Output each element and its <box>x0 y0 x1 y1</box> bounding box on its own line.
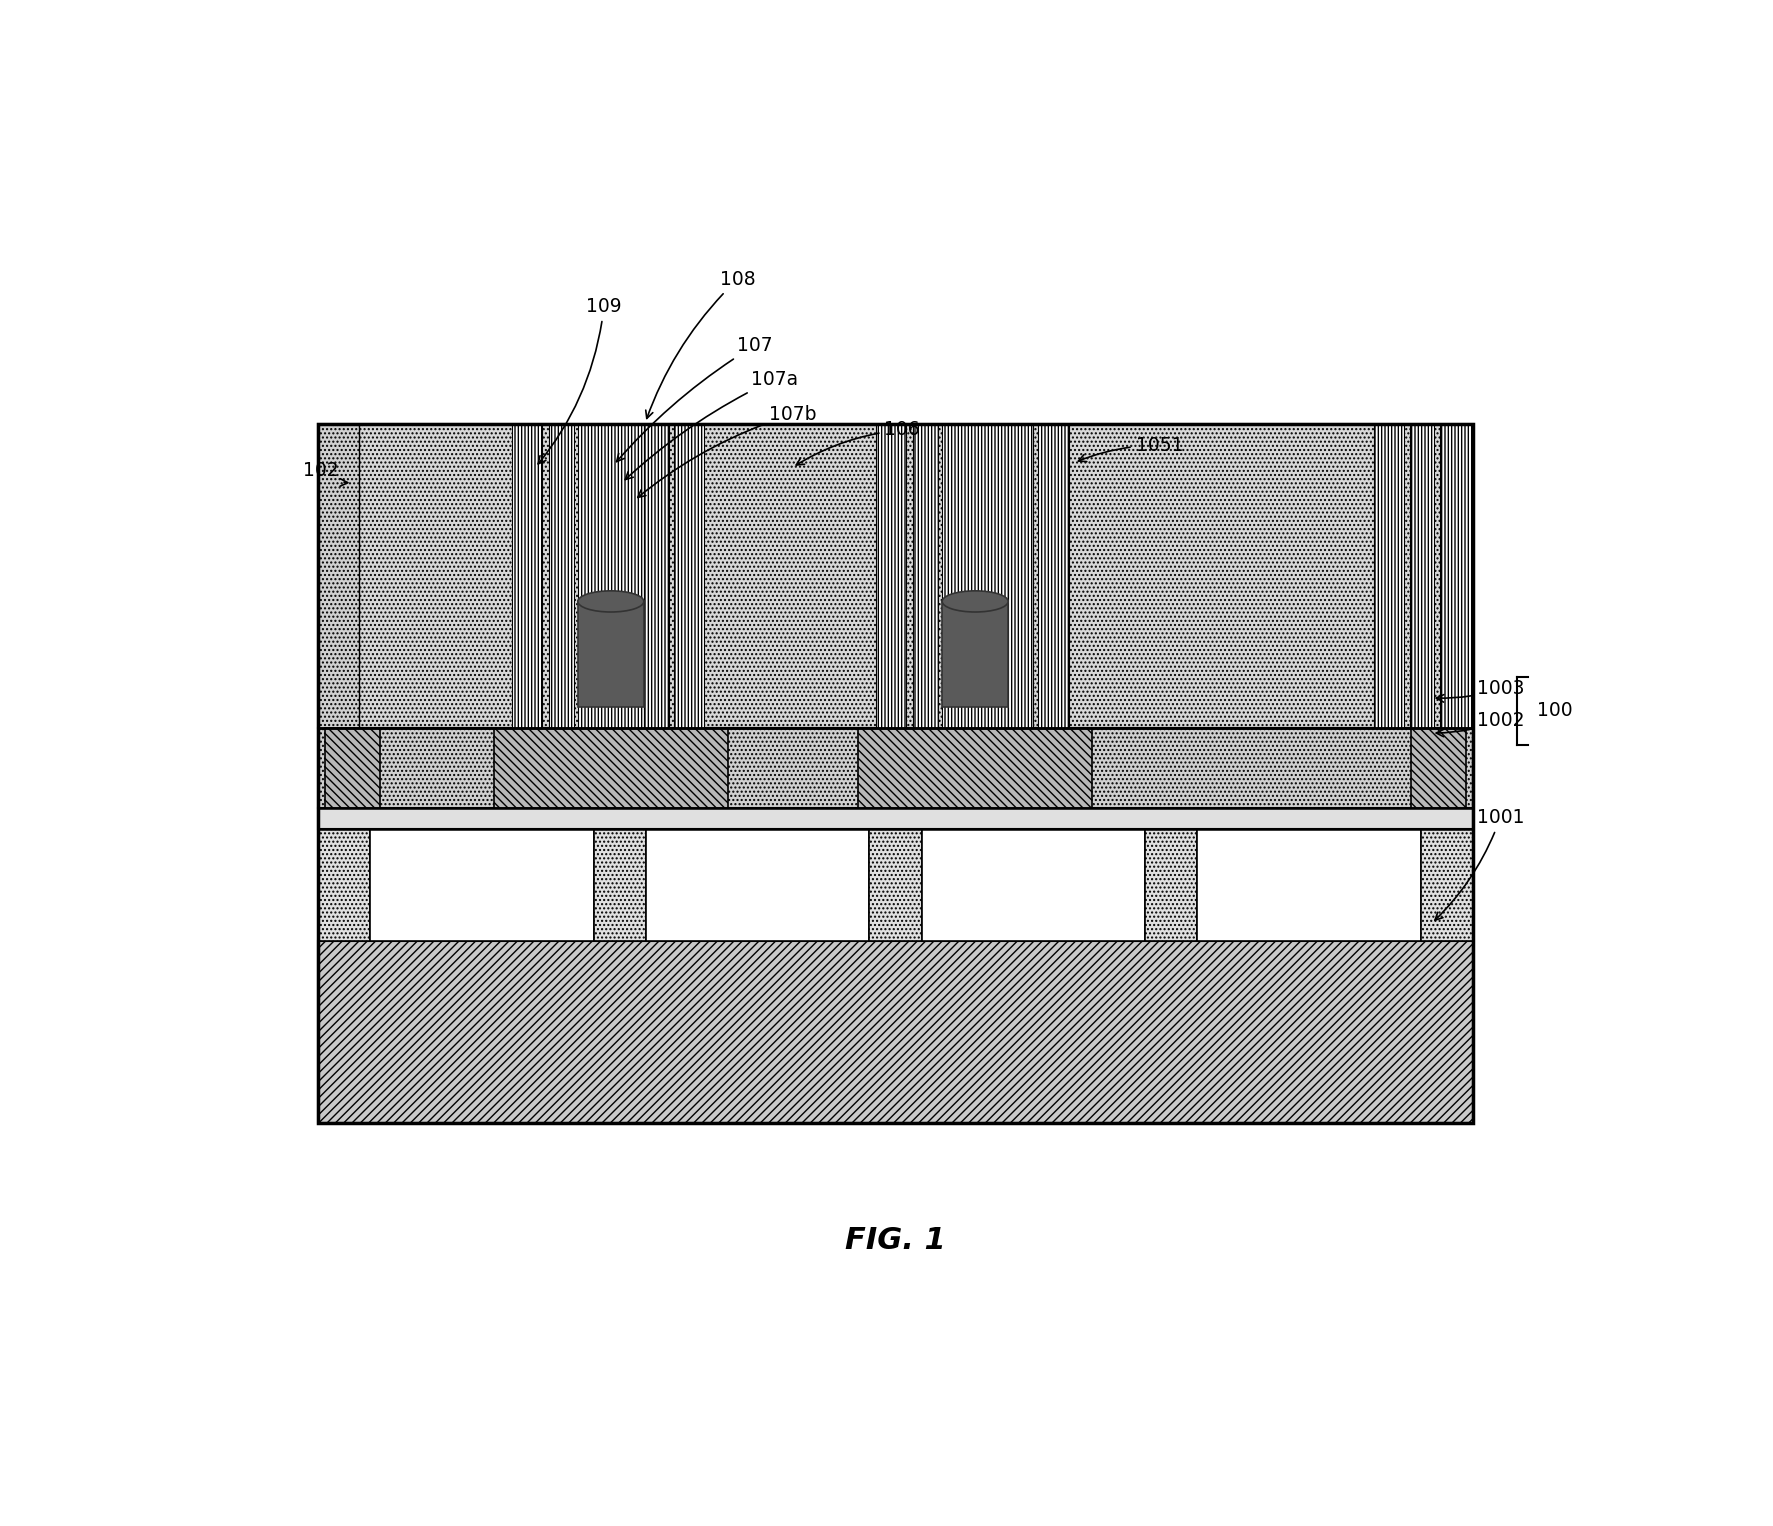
Text: 109: 109 <box>537 298 621 464</box>
Polygon shape <box>371 830 594 942</box>
Polygon shape <box>317 830 1472 942</box>
Text: 108: 108 <box>645 270 755 418</box>
Polygon shape <box>941 601 1007 707</box>
Polygon shape <box>324 728 379 809</box>
Polygon shape <box>1007 424 1032 728</box>
Polygon shape <box>548 424 573 728</box>
Polygon shape <box>512 424 543 728</box>
Polygon shape <box>578 424 644 728</box>
Polygon shape <box>869 830 920 942</box>
Polygon shape <box>578 601 644 707</box>
Polygon shape <box>920 830 1144 942</box>
Polygon shape <box>317 728 1472 809</box>
Polygon shape <box>1420 830 1472 942</box>
Text: 1001: 1001 <box>1434 809 1523 920</box>
Polygon shape <box>1037 424 1067 728</box>
Polygon shape <box>876 424 906 728</box>
Polygon shape <box>645 830 869 942</box>
Polygon shape <box>941 424 1007 728</box>
Polygon shape <box>858 728 1092 809</box>
Text: FIG. 1: FIG. 1 <box>844 1225 945 1256</box>
Polygon shape <box>493 728 727 809</box>
Text: 107a: 107a <box>624 369 798 479</box>
Text: 106: 106 <box>796 420 920 465</box>
Polygon shape <box>317 424 358 728</box>
Text: 100: 100 <box>1537 702 1573 720</box>
Polygon shape <box>1410 728 1464 809</box>
Ellipse shape <box>941 591 1007 612</box>
Text: 1051: 1051 <box>1078 435 1183 462</box>
Text: 102: 102 <box>303 461 348 487</box>
Ellipse shape <box>578 591 644 612</box>
Text: 1002: 1002 <box>1436 711 1523 737</box>
Polygon shape <box>317 809 1472 830</box>
Text: 107b: 107b <box>638 404 816 497</box>
Polygon shape <box>1144 830 1197 942</box>
Polygon shape <box>317 424 1472 728</box>
Polygon shape <box>1197 830 1420 942</box>
Polygon shape <box>1410 424 1434 728</box>
Polygon shape <box>1440 424 1472 728</box>
Text: 1003: 1003 <box>1436 679 1523 702</box>
Text: 107: 107 <box>617 336 773 461</box>
Polygon shape <box>644 424 668 728</box>
Polygon shape <box>674 424 704 728</box>
Polygon shape <box>317 942 1472 1123</box>
Polygon shape <box>1372 424 1404 728</box>
Polygon shape <box>594 830 645 942</box>
Polygon shape <box>317 830 371 942</box>
Polygon shape <box>913 424 938 728</box>
